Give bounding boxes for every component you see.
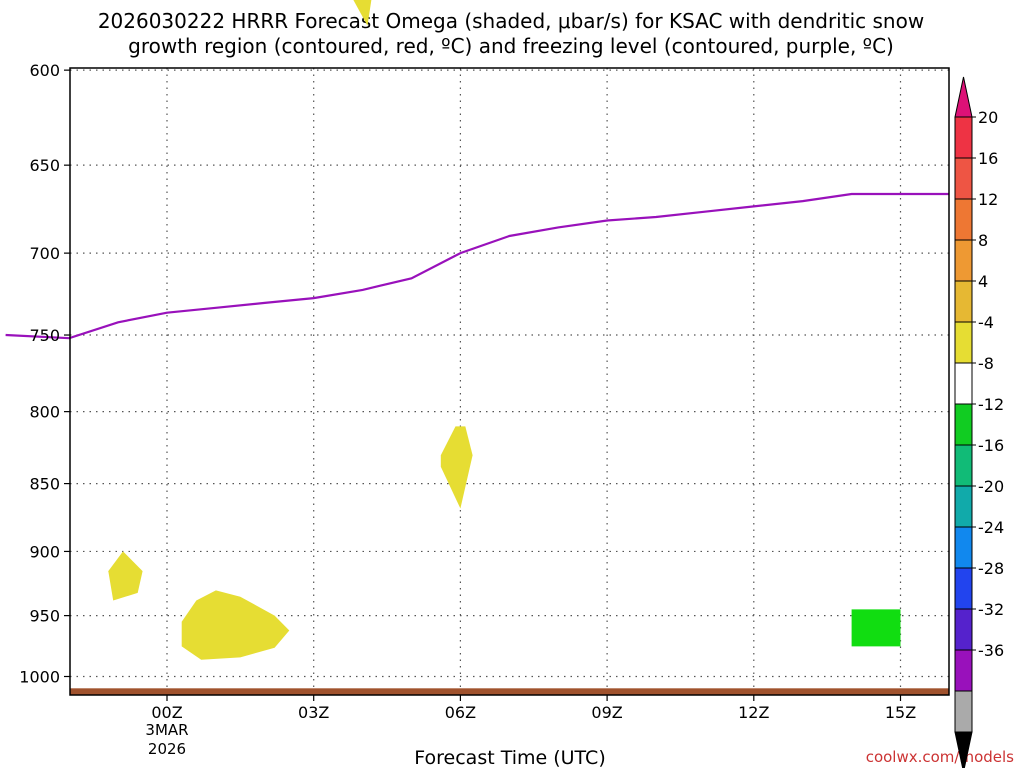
omega-region-2 bbox=[181, 590, 290, 660]
colorbar-bottom-cap bbox=[954, 731, 973, 768]
colorbar-label-6: -4 bbox=[978, 313, 994, 332]
colorbar-segment-2 bbox=[954, 157, 973, 200]
colorbar-label-4: 8 bbox=[978, 231, 988, 250]
grid-lines bbox=[70, 68, 949, 695]
colorbar-segment-7 bbox=[954, 362, 973, 405]
colorbar-label-11: -24 bbox=[978, 518, 1004, 537]
temperature-contours: -12 bbox=[5, 192, 950, 340]
colorbar-segment-5 bbox=[954, 280, 973, 323]
chart-title-line1: 2026030222 HRRR Forecast Omega (shaded, … bbox=[98, 9, 924, 33]
credit-text: coolwx.com/models bbox=[866, 748, 1014, 766]
colorbar-segment-13 bbox=[954, 608, 973, 651]
date-label-year: 2026 bbox=[148, 740, 186, 758]
y-tick-label-750: 750 bbox=[29, 326, 60, 345]
y-tick-label-800: 800 bbox=[29, 403, 60, 422]
x-tick-label-09Z: 09Z bbox=[591, 703, 622, 722]
contour-line-3 bbox=[5, 192, 950, 340]
x-tick-label-03Z: 03Z bbox=[298, 703, 329, 722]
omega-region-1 bbox=[108, 551, 143, 601]
colorbar-segment-11 bbox=[954, 526, 973, 569]
x-tick-label-12Z: 12Z bbox=[738, 703, 769, 722]
colorbar-segment-3 bbox=[954, 198, 973, 241]
colorbar-label-13: -32 bbox=[978, 600, 1004, 619]
colorbar-segment-15 bbox=[954, 690, 973, 733]
colorbar-segment-6 bbox=[954, 321, 973, 364]
colorbar-segment-12 bbox=[954, 567, 973, 610]
plot-frame bbox=[69, 67, 950, 696]
x-axis-ticks: 00Z 03Z 06Z 09Z 12Z 15Z bbox=[151, 695, 916, 722]
colorbar-segment-8 bbox=[954, 403, 973, 446]
colorbar: 20 16 12 8 4 -4 -8 -12 -16 -20 -24 -28 -32 -36 bbox=[954, 76, 1004, 768]
y-tick-label-900: 900 bbox=[29, 542, 60, 561]
x-tick-label-00Z: 00Z bbox=[151, 703, 182, 722]
omega-shaded-regions bbox=[108, 0, 901, 660]
omega-region-4 bbox=[440, 426, 473, 509]
colorbar-label-10: -20 bbox=[978, 477, 1004, 496]
x-tick-label-15Z: 15Z bbox=[885, 703, 916, 722]
terrain-strip bbox=[70, 688, 949, 695]
colorbar-label-5: 4 bbox=[978, 272, 988, 291]
y-tick-label-650: 650 bbox=[29, 156, 60, 175]
omega-region-6 bbox=[851, 609, 901, 647]
date-label-day: 3MAR bbox=[145, 721, 188, 739]
y-axis-ticks: 2503003504004505005506006507007508008509… bbox=[19, 61, 70, 687]
x-axis-label: Forecast Time (UTC) bbox=[414, 747, 605, 768]
colorbar-label-8: -12 bbox=[978, 395, 1004, 414]
y-tick-label-700: 700 bbox=[29, 244, 60, 263]
colorbar-segment-10 bbox=[954, 485, 973, 528]
chart-title-line2: growth region (contoured, red, ºC) and f… bbox=[128, 34, 894, 58]
y-tick-label-600: 600 bbox=[29, 61, 60, 80]
colorbar-label-1: 20 bbox=[978, 108, 998, 127]
y-tick-label-1000: 1000 bbox=[19, 668, 60, 687]
y-tick-label-850: 850 bbox=[29, 475, 60, 494]
colorbar-label-12: -28 bbox=[978, 559, 1004, 578]
y-tick-label-950: 950 bbox=[29, 607, 60, 626]
colorbar-segment-1 bbox=[954, 116, 973, 159]
x-tick-label-06Z: 06Z bbox=[445, 703, 476, 722]
colorbar-segment-4 bbox=[954, 239, 973, 282]
colorbar-label-9: -16 bbox=[978, 436, 1004, 455]
colorbar-top-cap bbox=[954, 76, 973, 118]
colorbar-label-14: -36 bbox=[978, 641, 1004, 660]
terrain-layer bbox=[70, 688, 949, 695]
colorbar-label-7: -8 bbox=[978, 354, 994, 373]
colorbar-segment-9 bbox=[954, 444, 973, 487]
omega-region-3 bbox=[353, 0, 372, 26]
colorbar-label-3: 12 bbox=[978, 190, 998, 209]
colorbar-segment-14 bbox=[954, 649, 973, 692]
colorbar-label-2: 16 bbox=[978, 149, 998, 168]
